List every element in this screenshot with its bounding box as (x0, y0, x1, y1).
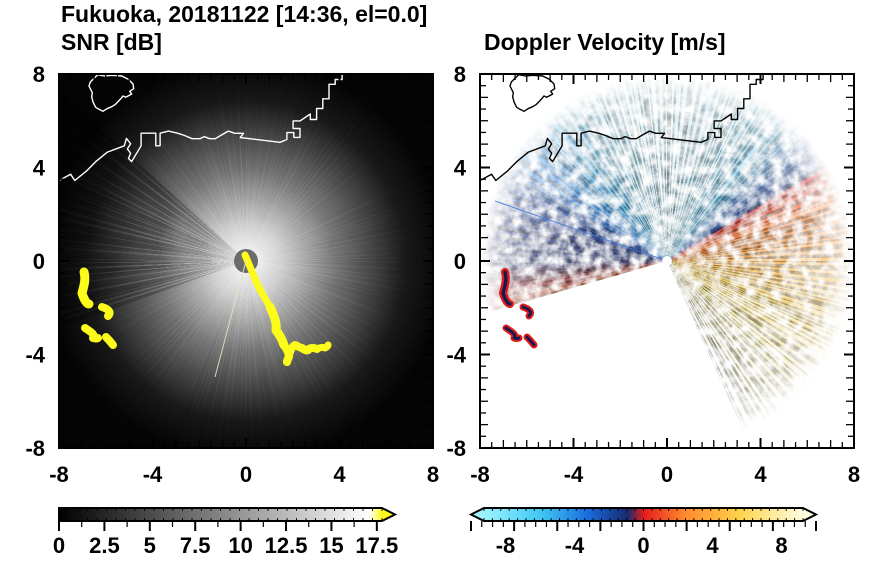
svg-text:0: 0 (33, 249, 45, 274)
svg-text:0: 0 (661, 462, 673, 487)
svg-text:4: 4 (454, 156, 467, 181)
svg-text:0: 0 (240, 462, 252, 487)
svg-text:8: 8 (33, 62, 45, 87)
svg-text:8: 8 (427, 462, 439, 487)
svg-text:-8: -8 (470, 462, 490, 487)
svg-text:17.5: 17.5 (355, 533, 398, 558)
svg-text:15: 15 (319, 533, 343, 558)
svg-text:-4: -4 (565, 533, 585, 558)
svg-text:8: 8 (848, 462, 860, 487)
svg-text:-8: -8 (49, 462, 69, 487)
svg-text:-4: -4 (446, 343, 466, 368)
svg-text:2.5: 2.5 (89, 533, 120, 558)
svg-text:-4: -4 (564, 462, 584, 487)
svg-text:10: 10 (228, 533, 252, 558)
svg-text:4: 4 (706, 533, 719, 558)
svg-text:12.5: 12.5 (265, 533, 308, 558)
svg-text:-4: -4 (25, 343, 45, 368)
svg-text:7.5: 7.5 (180, 533, 211, 558)
svg-text:4: 4 (754, 462, 767, 487)
svg-text:0: 0 (637, 533, 649, 558)
svg-text:-8: -8 (496, 533, 516, 558)
svg-text:-8: -8 (446, 436, 466, 461)
svg-text:-8: -8 (25, 436, 45, 461)
svg-text:-4: -4 (143, 462, 163, 487)
svg-text:8: 8 (775, 533, 787, 558)
svg-text:0: 0 (53, 533, 65, 558)
svg-text:4: 4 (333, 462, 346, 487)
svg-text:0: 0 (454, 249, 466, 274)
svg-text:8: 8 (454, 62, 466, 87)
svg-text:4: 4 (33, 156, 46, 181)
svg-text:5: 5 (144, 533, 156, 558)
